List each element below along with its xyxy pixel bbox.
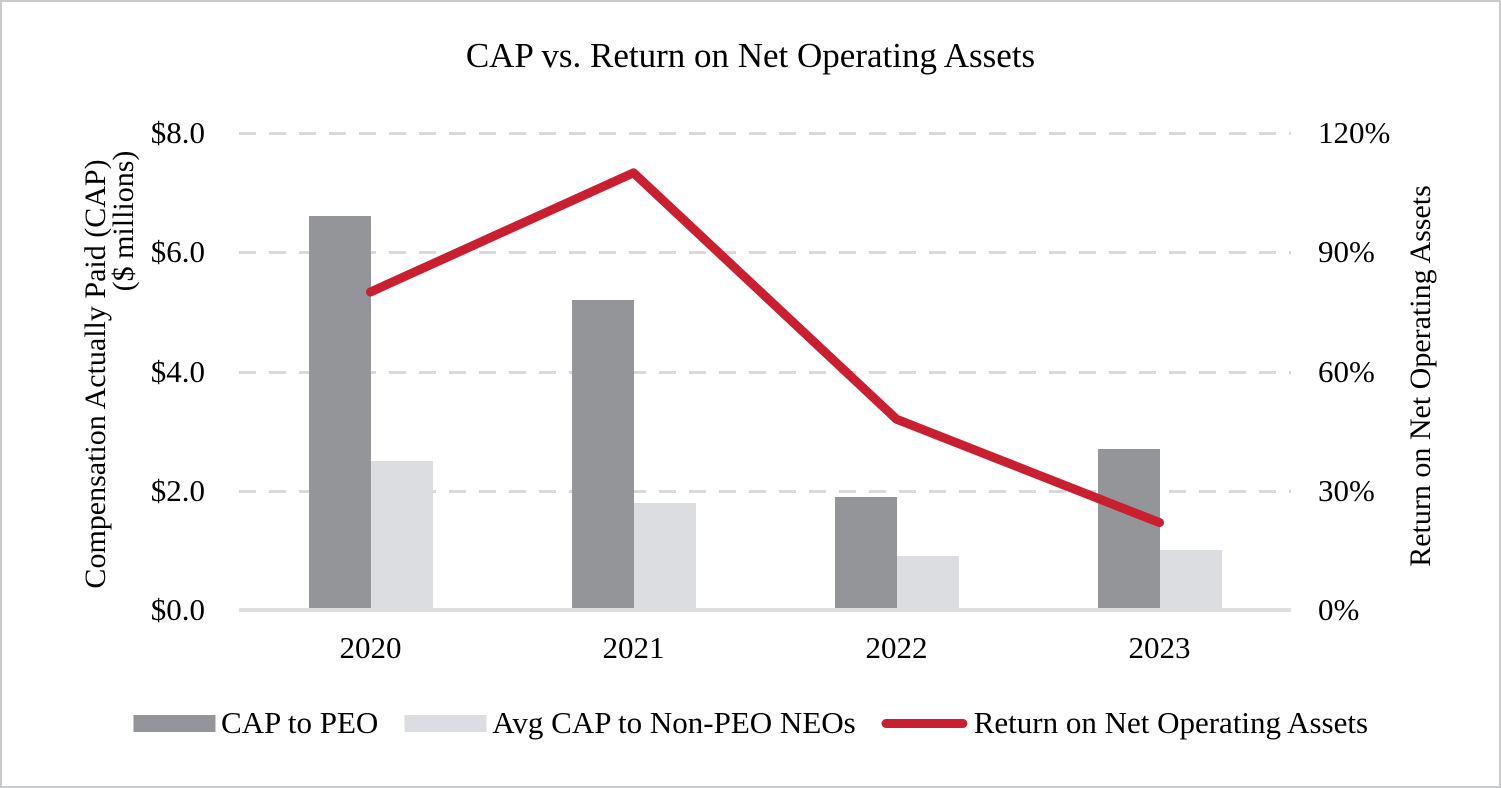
x-axis-label-2021: 2021: [602, 630, 665, 665]
chart-title: CAP vs. Return on Net Operating Assets: [465, 36, 1036, 75]
bar-cap-to-peo-2020: [308, 216, 371, 608]
x-axis-line: [239, 608, 1291, 612]
legend-bar-swatch: [404, 714, 487, 732]
right-axis-tick-label: 90%: [1318, 234, 1375, 270]
left-axis-tick-label: $2.0: [150, 472, 205, 508]
right-axis-tick-label: 0%: [1318, 592, 1360, 627]
bar-cap-to-peo-2022: [834, 496, 897, 608]
bar-avg-cap-to-non-peo-neos-2021: [633, 502, 696, 608]
right-axis-tick-label: 60%: [1318, 353, 1375, 389]
legend-bar-swatch: [132, 714, 215, 732]
bar-cap-to-peo-2023: [1097, 449, 1160, 608]
left-axis-tick-label: $4.0: [150, 353, 205, 389]
legend: CAP to PEO Avg CAP to Non-PEO NEOs Return …: [132, 705, 1369, 740]
bar-avg-cap-to-non-peo-neos-2022: [896, 556, 959, 608]
right-axis-tick-label: 120%: [1318, 115, 1391, 150]
gridline: [239, 132, 1291, 135]
bar-avg-cap-to-non-peo-neos-2023: [1159, 550, 1222, 608]
gridline: [239, 370, 1291, 374]
legend-item-avg-cap-to-non-peo-neos: Avg CAP to Non-PEO NEOs: [404, 705, 856, 740]
line-series-return-on-net-operating-assets: [366, 168, 1164, 528]
right-axis-tick-label: 30%: [1318, 472, 1375, 508]
left-axis-title-units: ($ millions): [107, 150, 140, 292]
left-axis-tick-label: $8.0: [150, 115, 205, 150]
legend-item-return-on-net-operating-assets: Return on Net Operating Assets: [881, 705, 1369, 740]
right-axis-title: Return on Net Operating Assets: [1404, 185, 1437, 567]
gridline: [239, 251, 1291, 255]
legend-label: Return on Net Operating Assets: [973, 705, 1369, 740]
left-axis-tick-label: $0.0: [150, 592, 205, 627]
legend-label: Avg CAP to Non-PEO NEOs: [492, 705, 856, 740]
legend-label: CAP to PEO: [220, 705, 379, 740]
left-axis-tick-label: $6.0: [150, 234, 205, 270]
x-axis-label-2022: 2022: [865, 630, 928, 665]
legend-line-swatch: [881, 718, 968, 728]
gridline: [239, 489, 1291, 493]
plot-area: [239, 132, 1291, 612]
x-axis-label-2023: 2023: [1128, 630, 1191, 665]
bar-cap-to-peo-2021: [571, 299, 634, 608]
legend-item-cap-to-peo: CAP to PEO: [132, 705, 379, 740]
x-axis-label-2020: 2020: [339, 630, 402, 665]
bar-avg-cap-to-non-peo-neos-2020: [370, 460, 433, 608]
